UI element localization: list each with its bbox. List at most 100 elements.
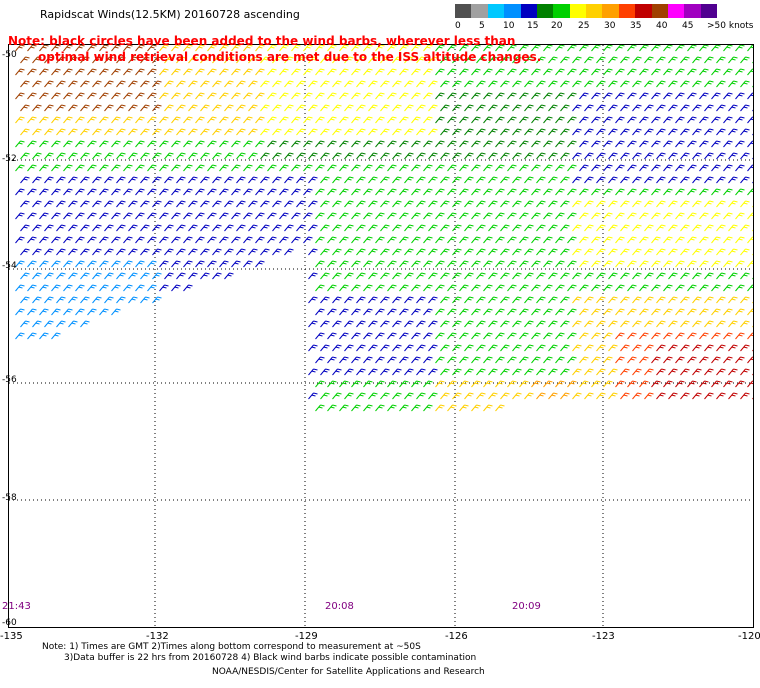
wind-barb: [591, 332, 601, 340]
wind-barb: [591, 68, 601, 76]
legend-label: 10: [503, 21, 515, 31]
wind-barb: [495, 164, 505, 172]
wind-barb: [87, 164, 97, 172]
wind-barb: [399, 164, 409, 172]
wind-barb: [351, 308, 361, 316]
wind-barb: [87, 284, 97, 292]
wind-barb: [591, 284, 601, 292]
wind-barb: [315, 380, 325, 388]
wind-barb: [584, 248, 594, 256]
wind-barb: [75, 212, 85, 220]
wind-barb: [387, 404, 397, 412]
wind-barb: [464, 152, 474, 160]
wind-barb: [476, 80, 486, 88]
wind-barb: [459, 140, 469, 148]
wind-barb: [296, 200, 306, 208]
wind-barb: [555, 116, 565, 124]
wind-barb: [543, 356, 553, 364]
wind-barb: [452, 176, 462, 184]
wind-barb: [164, 224, 174, 232]
wind-barb: [452, 56, 462, 64]
wind-barb: [416, 56, 426, 64]
wind-barb: [399, 404, 409, 412]
wind-barb: [219, 188, 229, 196]
wind-barb: [200, 272, 210, 280]
wind-barb: [111, 212, 121, 220]
wind-barb: [548, 80, 558, 88]
wind-barb: [639, 308, 649, 316]
wind-barb: [387, 332, 397, 340]
wind-barb: [752, 253, 753, 256]
wind-barb: [459, 260, 469, 268]
wind-barb: [315, 45, 325, 52]
wind-barb: [392, 56, 402, 64]
wind-barb: [423, 404, 433, 412]
wind-barb: [584, 152, 594, 160]
wind-barb: [495, 404, 505, 412]
wind-barb: [39, 45, 49, 52]
wind-barb: [531, 212, 541, 220]
wind-barb: [344, 80, 354, 88]
wind-barb: [668, 56, 678, 64]
wind-barb: [692, 392, 702, 400]
wind-barb: [327, 45, 337, 52]
wind-barb: [452, 320, 462, 328]
wind-barb: [608, 176, 618, 184]
wind-barb: [51, 68, 61, 76]
wind-barb: [483, 188, 493, 196]
wind-barb: [663, 308, 673, 316]
wind-barb: [579, 356, 589, 364]
wind-barb: [363, 92, 373, 100]
wind-barb: [615, 92, 625, 100]
footer-credit: NOAA/NESDIS/Center for Satellite Applica…: [212, 667, 485, 677]
wind-barb: [428, 176, 438, 184]
wind-barb: [519, 116, 529, 124]
wind-barb: [423, 308, 433, 316]
wind-barb: [176, 152, 186, 160]
legend-swatch: [651, 4, 668, 18]
wind-barb: [284, 152, 294, 160]
wind-barb: [75, 308, 85, 316]
wind-barb: [555, 164, 565, 172]
wind-barb: [416, 200, 426, 208]
wind-barb: [279, 140, 289, 148]
wind-barb: [375, 68, 385, 76]
wind-barb: [500, 320, 510, 328]
wind-barb: [15, 116, 25, 124]
wind-barb: [135, 164, 145, 172]
wind-barb: [536, 56, 546, 64]
wind-barb: [704, 152, 714, 160]
wind-barb: [68, 320, 78, 328]
wind-barb: [699, 188, 709, 196]
wind-barb: [219, 164, 229, 172]
wind-barb: [375, 380, 385, 388]
wind-barb: [380, 104, 390, 112]
wind-barb: [651, 140, 661, 148]
wind-barb: [608, 344, 618, 352]
wind-barb: [20, 272, 30, 280]
wind-barb: [399, 68, 409, 76]
wind-barb: [375, 188, 385, 196]
wind-barb: [716, 56, 726, 64]
wind-barb: [356, 296, 366, 304]
wind-barb: [315, 260, 325, 268]
wind-barb: [140, 104, 150, 112]
wind-barb: [471, 116, 481, 124]
wind-barb: [488, 320, 498, 328]
wind-barb: [651, 212, 661, 220]
wind-barb: [512, 200, 522, 208]
wind-barb: [164, 152, 174, 160]
wind-barb: [656, 296, 666, 304]
wind-barb: [435, 68, 445, 76]
wind-barb: [135, 92, 145, 100]
wind-barb: [291, 116, 301, 124]
wind-barb: [615, 68, 625, 76]
wind-barb: [735, 45, 745, 52]
wind-barb: [440, 272, 450, 280]
wind-barb: [536, 200, 546, 208]
wind-barb: [308, 392, 318, 400]
wind-barb: [104, 224, 114, 232]
wind-barb: [51, 45, 61, 52]
wind-barb: [92, 200, 102, 208]
wind-barb: [404, 80, 414, 88]
